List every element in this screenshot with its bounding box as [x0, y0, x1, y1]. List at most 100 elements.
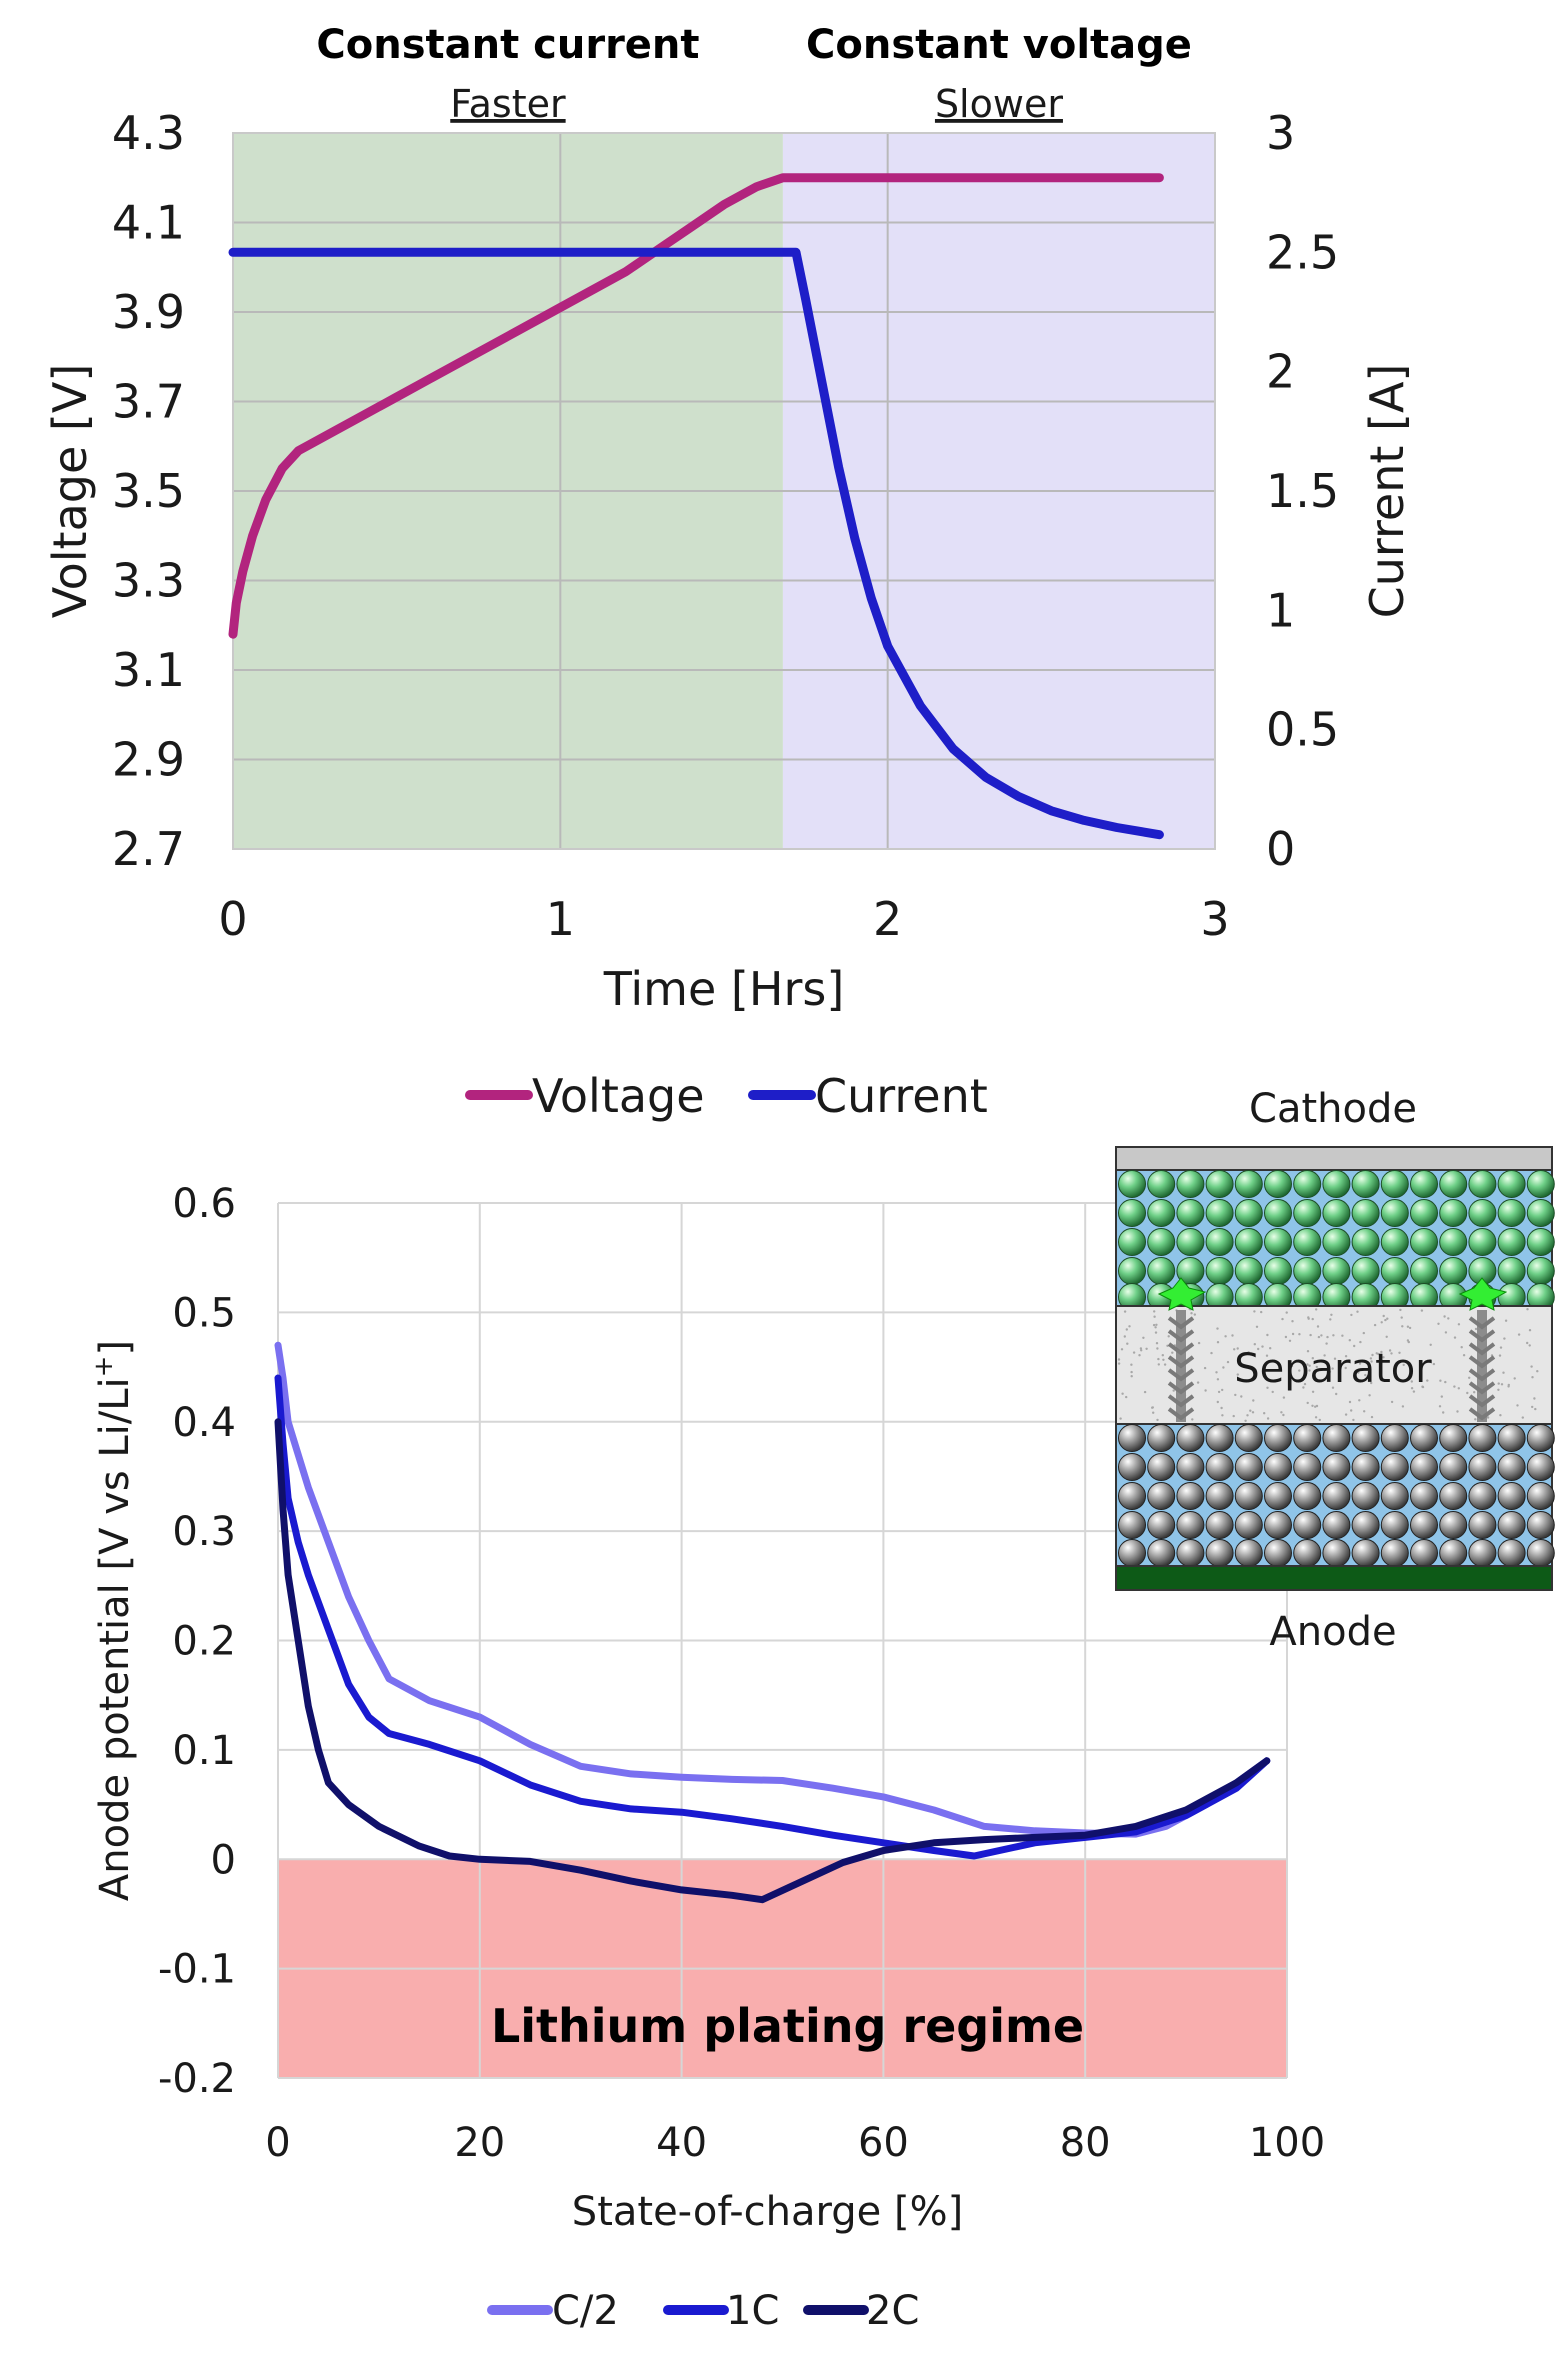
anode-potential-chart: Lithium plating regime -0.2 -0.1 0 0.1 0.2 0.… [89, 1181, 1325, 2334]
separator-speck [1266, 1417, 1270, 1420]
anode-particle [1234, 1453, 1263, 1481]
separator-speck [1257, 1347, 1260, 1351]
battery-cell-inset: Cathode Separator Anode [1115, 1086, 1555, 1655]
anode-particle [1322, 1424, 1351, 1452]
cathode-particle [1468, 1199, 1497, 1227]
dendrite-branch [1167, 1368, 1195, 1382]
potential-axis-label: Anode potential [V vs Li/Li+] [89, 1340, 138, 1901]
potential-axis-label-sup: + [89, 1356, 119, 1378]
cathode-particle [1526, 1170, 1555, 1198]
separator-speck [1473, 1391, 1476, 1394]
anode-particle [1234, 1539, 1263, 1567]
separator-speck [1266, 1386, 1269, 1390]
separator-speck [1350, 1313, 1353, 1317]
separator-speck [1401, 1405, 1405, 1408]
separator-speck [1516, 1404, 1519, 1407]
separator-speck [1307, 1317, 1310, 1320]
separator-speck [1526, 1341, 1529, 1345]
separator-speck [1329, 1318, 1332, 1321]
separator-speck [1531, 1376, 1534, 1379]
anode-label: Anode [1269, 1609, 1396, 1655]
separator-speck [1303, 1382, 1307, 1386]
separator-speck [1247, 1351, 1250, 1354]
anode-particle [1526, 1511, 1555, 1539]
soc-tick-label: 0 [265, 2120, 290, 2166]
separator-speck [1444, 1380, 1447, 1384]
separator-speck [1521, 1416, 1525, 1419]
cathode-particle [1351, 1170, 1380, 1198]
separator-speck [1385, 1335, 1388, 1339]
anode-particle [1147, 1539, 1176, 1567]
cathode-particle [1147, 1170, 1176, 1198]
separator-speck [1504, 1319, 1508, 1322]
separator-speck [1356, 1310, 1359, 1313]
soc-axis-label: State-of-charge [%] [572, 2189, 963, 2235]
separator-speck [1421, 1385, 1424, 1388]
anode-particle [1264, 1482, 1292, 1510]
separator-speck [1255, 1325, 1259, 1329]
potential-tick-label: 0.2 [172, 1619, 236, 1665]
separator-speck [1142, 1336, 1145, 1340]
cathode-particle [1147, 1199, 1176, 1227]
separator-speck [1306, 1401, 1309, 1405]
cathode-particle [1234, 1170, 1263, 1198]
separator-speck [1384, 1318, 1387, 1322]
separator-speck [1412, 1390, 1416, 1393]
separator-speck [1224, 1335, 1227, 1338]
cathode-particle [1293, 1257, 1322, 1285]
dendrite-branch [1167, 1407, 1195, 1421]
cathode-particle [1293, 1199, 1322, 1227]
separator-speck [1398, 1351, 1401, 1355]
separator-speck [1216, 1400, 1220, 1404]
current-tick-label: 1 [1266, 583, 1295, 637]
separator-speck [1130, 1375, 1133, 1378]
cathode-particle [1526, 1199, 1555, 1227]
dendrite-branch [1167, 1342, 1195, 1356]
plated-lithium-spot [1157, 1277, 1207, 1311]
separator-speck [1474, 1418, 1477, 1421]
separator-speck [1530, 1365, 1533, 1368]
separator-speck [1240, 1395, 1243, 1398]
cathode-particle [1147, 1257, 1176, 1285]
separator-speck [1325, 1342, 1328, 1345]
separator-speck [1308, 1369, 1311, 1372]
separator-speck [1138, 1354, 1141, 1357]
separator-speck [1280, 1411, 1283, 1414]
cathode-particle [1293, 1228, 1322, 1256]
separator-speck [1410, 1380, 1414, 1383]
separator-speck [1244, 1419, 1247, 1423]
anode-particle [1322, 1511, 1351, 1539]
separator-speck [1348, 1339, 1352, 1342]
separator-speck [1407, 1340, 1411, 1344]
anode-current-collector [1115, 1565, 1553, 1591]
cathode-particle [1410, 1257, 1438, 1285]
dendrite-branch [1468, 1316, 1496, 1330]
separator-speck [1317, 1335, 1321, 1339]
voltage-tick-label: 4.1 [112, 196, 185, 250]
anode-particle [1410, 1482, 1438, 1510]
anode-particle [1147, 1453, 1176, 1481]
separator-speck [1282, 1413, 1285, 1417]
separator-speck [1282, 1396, 1286, 1399]
anode-particle [1410, 1511, 1438, 1539]
cathode-particle [1205, 1170, 1234, 1198]
separator-speck [1231, 1334, 1234, 1337]
chart1-legend: Voltage Current [465, 1069, 988, 1123]
anode-particle [1351, 1424, 1380, 1452]
cathode-particle [1380, 1228, 1409, 1256]
separator-speck [1456, 1410, 1459, 1413]
anode-particle [1118, 1539, 1146, 1567]
anode-particle [1234, 1482, 1263, 1510]
separator-speck [1314, 1405, 1317, 1408]
separator-speck [1260, 1310, 1263, 1314]
potential-axis-ticks: -0.2 -0.1 0 0.1 0.2 0.3 0.4 0.5 0.6 [158, 1181, 236, 2102]
anode-particle [1526, 1482, 1555, 1510]
anode-particle [1380, 1482, 1409, 1510]
separator-speck [1153, 1310, 1156, 1313]
separator-speck [1220, 1406, 1223, 1410]
separator-speck [1132, 1351, 1136, 1354]
separator-speck [1315, 1365, 1319, 1369]
separator-speck [1390, 1400, 1394, 1404]
anode-particle [1439, 1482, 1468, 1510]
separator-speck [1513, 1377, 1516, 1380]
